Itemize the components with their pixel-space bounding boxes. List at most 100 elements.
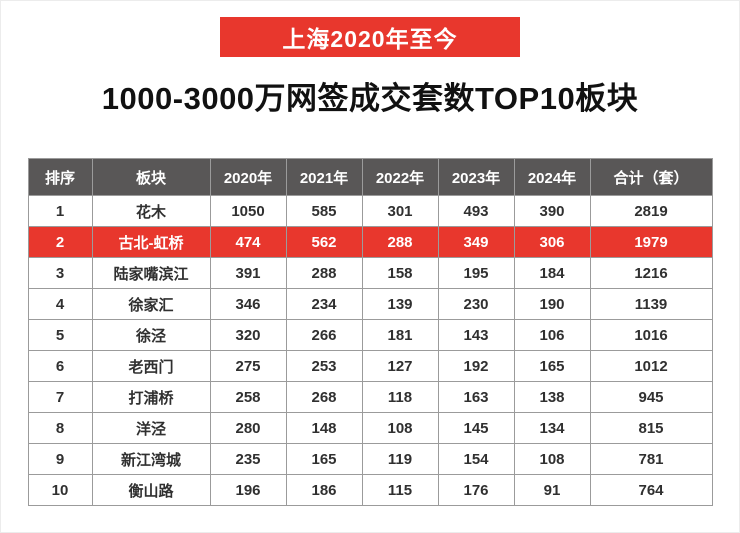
total-cell: 781 (589, 443, 713, 475)
column-header-5: 2023年 (437, 158, 515, 196)
district-cell: 古北-虹桥 (91, 226, 211, 258)
value-cell-2023: 349 (437, 226, 515, 258)
district-cell: 衡山路 (91, 474, 211, 506)
rank-cell: 7 (27, 381, 93, 413)
table-row-highlighted: 2 古北-虹桥 474 562 288 349 306 1979 (27, 226, 713, 258)
value-cell-2022: 108 (361, 412, 439, 444)
value-cell-2024: 184 (513, 257, 591, 289)
district-cell: 陆家嘴滨江 (91, 257, 211, 289)
column-header-1: 板块 (91, 158, 211, 196)
value-cell-2020: 346 (209, 288, 287, 320)
value-cell-2020: 280 (209, 412, 287, 444)
column-header-3: 2021年 (285, 158, 363, 196)
value-cell-2024: 134 (513, 412, 591, 444)
value-cell-2021: 234 (285, 288, 363, 320)
district-cell: 徐家汇 (91, 288, 211, 320)
value-cell-2020: 196 (209, 474, 287, 506)
value-cell-2023: 192 (437, 350, 515, 382)
value-cell-2024: 190 (513, 288, 591, 320)
value-cell-2024: 108 (513, 443, 591, 475)
value-cell-2023: 154 (437, 443, 515, 475)
total-cell: 1016 (589, 319, 713, 351)
value-cell-2021: 148 (285, 412, 363, 444)
rank-cell: 3 (27, 257, 93, 289)
table-row: 7 打浦桥 258 268 118 163 138 945 (27, 381, 713, 413)
value-cell-2021: 253 (285, 350, 363, 382)
total-cell: 1012 (589, 350, 713, 382)
district-cell: 洋泾 (91, 412, 211, 444)
value-cell-2024: 165 (513, 350, 591, 382)
value-cell-2021: 562 (285, 226, 363, 258)
value-cell-2024: 138 (513, 381, 591, 413)
value-cell-2022: 139 (361, 288, 439, 320)
value-cell-2023: 230 (437, 288, 515, 320)
value-cell-2022: 158 (361, 257, 439, 289)
value-cell-2023: 145 (437, 412, 515, 444)
value-cell-2022: 301 (361, 195, 439, 227)
value-cell-2022: 115 (361, 474, 439, 506)
column-header-2: 2020年 (209, 158, 287, 196)
rank-cell: 4 (27, 288, 93, 320)
value-cell-2021: 585 (285, 195, 363, 227)
district-cell: 徐泾 (91, 319, 211, 351)
table-row: 1 花木 1050 585 301 493 390 2819 (27, 195, 713, 227)
total-cell: 1139 (589, 288, 713, 320)
total-cell: 1979 (589, 226, 713, 258)
column-header-0: 排序 (27, 158, 93, 196)
district-cell: 老西门 (91, 350, 211, 382)
value-cell-2024: 106 (513, 319, 591, 351)
value-cell-2021: 268 (285, 381, 363, 413)
total-cell: 815 (589, 412, 713, 444)
total-cell: 945 (589, 381, 713, 413)
value-cell-2023: 195 (437, 257, 515, 289)
district-cell: 新江湾城 (91, 443, 211, 475)
column-header-4: 2022年 (361, 158, 439, 196)
column-header-7: 合计（套） (589, 158, 713, 196)
rank-cell: 1 (27, 195, 93, 227)
table-row: 9 新江湾城 235 165 119 154 108 781 (27, 443, 713, 475)
value-cell-2021: 186 (285, 474, 363, 506)
value-cell-2020: 1050 (209, 195, 287, 227)
value-cell-2023: 163 (437, 381, 515, 413)
rank-cell: 9 (27, 443, 93, 475)
value-cell-2020: 275 (209, 350, 287, 382)
value-cell-2022: 127 (361, 350, 439, 382)
table-row: 6 老西门 275 253 127 192 165 1012 (27, 350, 713, 382)
value-cell-2021: 288 (285, 257, 363, 289)
value-cell-2020: 258 (209, 381, 287, 413)
value-cell-2022: 119 (361, 443, 439, 475)
value-cell-2023: 493 (437, 195, 515, 227)
total-cell: 1216 (589, 257, 713, 289)
header-badge: 上海2020年至今 (220, 17, 520, 57)
page-title: 1000-3000万网签成交套数TOP10板块 (101, 81, 639, 116)
value-cell-2020: 474 (209, 226, 287, 258)
value-cell-2021: 266 (285, 319, 363, 351)
data-table: 排序 板块 2020年 2021年 2022年 2023年 2024年 合计（套） 1 花木 10… (27, 158, 713, 506)
total-cell: 764 (589, 474, 713, 506)
rank-cell: 6 (27, 350, 93, 382)
table-header-row: 排序 板块 2020年 2021年 2022年 2023年 2024年 合计（套） (27, 158, 713, 196)
table-row: 3 陆家嘴滨江 391 288 158 195 184 1216 (27, 257, 713, 289)
value-cell-2022: 288 (361, 226, 439, 258)
table-row: 8 洋泾 280 148 108 145 134 815 (27, 412, 713, 444)
value-cell-2024: 390 (513, 195, 591, 227)
rank-cell: 2 (27, 226, 93, 258)
value-cell-2024: 306 (513, 226, 591, 258)
total-cell: 2819 (589, 195, 713, 227)
value-cell-2024: 91 (513, 474, 591, 506)
header-badge-label: 上海2020年至今 (282, 26, 458, 52)
district-cell: 花木 (91, 195, 211, 227)
value-cell-2022: 118 (361, 381, 439, 413)
rank-cell: 8 (27, 412, 93, 444)
value-cell-2023: 176 (437, 474, 515, 506)
value-cell-2022: 181 (361, 319, 439, 351)
column-header-6: 2024年 (513, 158, 591, 196)
rank-cell: 10 (27, 474, 93, 506)
table-row: 10 衡山路 196 186 115 176 91 764 (27, 474, 713, 506)
value-cell-2020: 235 (209, 443, 287, 475)
value-cell-2021: 165 (285, 443, 363, 475)
value-cell-2023: 143 (437, 319, 515, 351)
district-cell: 打浦桥 (91, 381, 211, 413)
value-cell-2020: 391 (209, 257, 287, 289)
